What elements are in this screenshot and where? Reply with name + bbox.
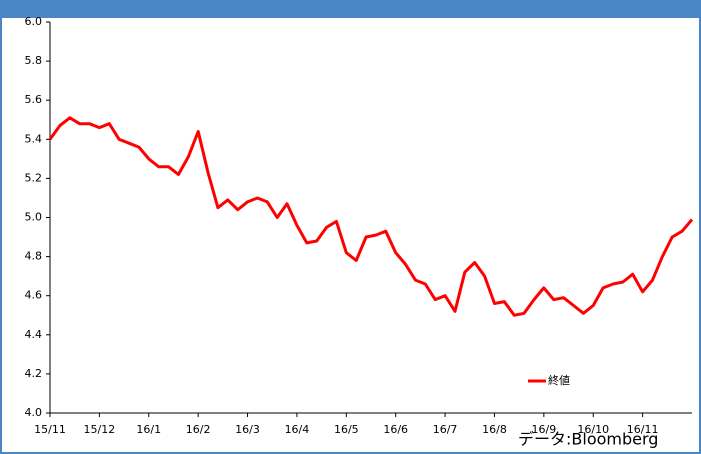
y-tick-label: 5.6 [25,93,43,106]
x-tick-label: 16/7 [433,423,458,436]
x-tick-label: 16/2 [186,423,211,436]
y-tick-label: 4.8 [25,250,43,263]
y-tick-label: 4.4 [25,328,43,341]
legend-label: 終値 [548,373,570,387]
y-tick-label: 4.6 [25,289,43,302]
header-band [0,0,701,18]
x-tick-label: 16/5 [334,423,359,436]
y-tick-label: 4.0 [25,406,43,419]
y-tick-label: 5.4 [25,132,43,145]
y-tick-label: 4.2 [25,367,43,380]
x-tick-label: 16/8 [482,423,507,436]
x-tick-label: 16/1 [136,423,161,436]
x-tick-label: 15/11 [34,423,66,436]
x-tick-label: 16/6 [383,423,408,436]
x-tick-label: 15/12 [84,423,116,436]
x-tick-label: 16/4 [285,423,310,436]
x-tick-label: 16/10 [577,423,609,436]
y-tick-label: 5.0 [25,211,43,224]
y-tick-label: 6.0 [25,15,43,28]
x-tick-label: 16/9 [531,423,556,436]
y-tick-label: 5.8 [25,54,43,67]
source-note: データ:Bloomberg [518,430,658,449]
line-series [48,116,694,317]
x-tick-label: 16/3 [235,423,260,436]
y-tick-label: 5.2 [25,171,43,184]
x-tick-label: 16/11 [627,423,659,436]
